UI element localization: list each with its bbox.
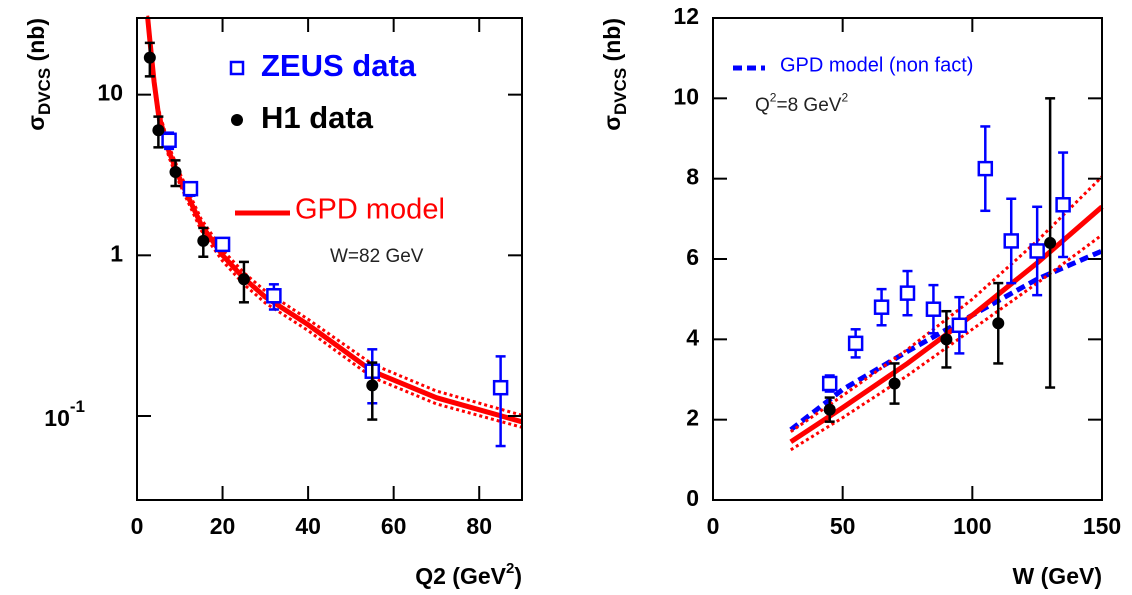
- model-curve: [145, 17, 523, 425]
- model-curve: [146, 22, 523, 429]
- y-tick-label: 1: [110, 240, 123, 266]
- y-tick-label: 12: [673, 3, 699, 29]
- x-axis-label: W (GeV): [1013, 563, 1102, 589]
- label-part: (nb): [23, 18, 49, 68]
- superscript: -1: [70, 397, 85, 416]
- subscript: DVCS: [611, 68, 630, 115]
- x-tick-label: 20: [210, 513, 236, 539]
- model-curve: [790, 233, 1103, 452]
- legend-label: GPD model: [295, 194, 445, 226]
- x-tick-label: 50: [830, 513, 856, 539]
- legend-label: H1 data: [261, 100, 374, 135]
- model-curve: [789, 248, 1103, 432]
- y-tick-label: 10: [97, 80, 123, 106]
- model-curve: [146, 15, 523, 417]
- x-tick-label: 0: [131, 513, 144, 539]
- plot-frame: [136, 17, 523, 501]
- data-point: [197, 234, 210, 247]
- label-part: σ: [599, 115, 625, 131]
- superscript: 2: [770, 91, 777, 105]
- x-tick-label: 60: [381, 513, 407, 539]
- data-point: [214, 236, 231, 253]
- superscript: 2: [841, 91, 848, 105]
- label-part: =8 GeV: [776, 95, 841, 116]
- y-tick-label: 8: [686, 164, 699, 190]
- label-part: Q: [755, 95, 770, 116]
- data-point: [977, 160, 994, 177]
- y-tick-label: 2: [686, 405, 699, 431]
- subscript: DVCS: [35, 68, 54, 115]
- x-tick-label: 80: [466, 513, 492, 539]
- label-part: σ: [23, 115, 49, 131]
- data-point: [1003, 233, 1019, 249]
- data-point: [182, 180, 199, 197]
- legend-label: GPD model (non fact): [780, 54, 973, 76]
- data-point: [266, 288, 282, 304]
- data-point: [237, 273, 250, 286]
- data-point: [1044, 236, 1057, 249]
- data-point: [925, 301, 942, 317]
- x-tick-label: 0: [707, 513, 720, 539]
- data-point: [1029, 243, 1045, 259]
- annotation: W=82 GeV: [330, 246, 424, 267]
- data-point: [823, 403, 836, 416]
- x-tick-label: 40: [295, 513, 321, 539]
- data-point: [873, 299, 890, 315]
- label-part: Q2 (GeV: [415, 563, 506, 589]
- label-part: W (GeV): [1013, 563, 1102, 589]
- legend-symbol: [231, 114, 243, 126]
- legend-symbol: [229, 60, 245, 76]
- data-point: [992, 317, 1005, 330]
- y-tick-label: 10: [673, 83, 699, 109]
- annotation: Q2=8 GeV2: [755, 91, 848, 116]
- data-point: [161, 132, 177, 149]
- label-part: W=82 GeV: [330, 246, 424, 267]
- x-axis-label: Q2 (GeV2): [415, 560, 522, 589]
- data-point: [821, 375, 838, 392]
- y-axis-label: σDVCS (nb): [23, 18, 54, 131]
- y-tick-label: 4: [686, 324, 699, 350]
- superscript: 2: [506, 560, 514, 577]
- y-tick-label: 0: [686, 485, 699, 511]
- y-axis-label: σDVCS (nb): [599, 18, 630, 131]
- x-tick-label: 150: [1083, 513, 1121, 539]
- data-point: [1055, 197, 1071, 213]
- data-point: [143, 51, 156, 64]
- data-point: [940, 333, 953, 346]
- label-part: 10: [44, 405, 70, 431]
- label-part: (nb): [599, 18, 625, 68]
- y-tick-label: 10-1: [44, 397, 85, 431]
- label-part: ): [514, 563, 522, 589]
- data-point: [492, 379, 509, 396]
- data-point: [847, 335, 864, 352]
- data-point: [899, 285, 916, 301]
- data-point: [366, 379, 379, 392]
- data-point: [152, 124, 165, 137]
- legend-label: ZEUS data: [261, 48, 417, 83]
- data-point: [951, 317, 968, 334]
- y-tick-label: 6: [686, 244, 699, 270]
- data-point: [888, 377, 901, 390]
- x-tick-label: 100: [953, 513, 991, 539]
- data-point: [169, 166, 182, 179]
